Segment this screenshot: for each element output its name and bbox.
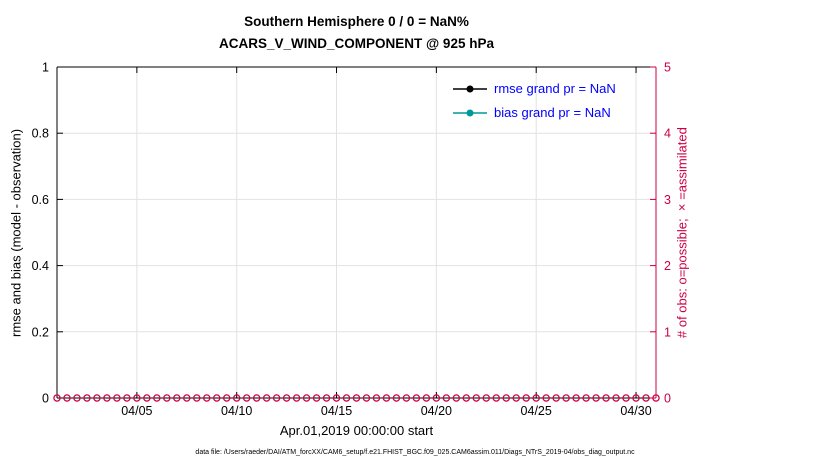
- obs-possible-marker: [372, 394, 381, 402]
- obs-possible-marker: [442, 394, 451, 402]
- legend-label-rmse: rmse grand pr = NaN: [494, 81, 616, 96]
- y-tick-label-right: 3: [664, 193, 671, 207]
- obs-possible-marker: [93, 394, 101, 402]
- obs-possible-marker: [482, 394, 491, 402]
- obs-possible-marker: [402, 394, 411, 402]
- obs-possible-marker: [462, 394, 471, 402]
- obs-possible-marker: [412, 394, 421, 402]
- obs-possible-marker: [143, 394, 151, 402]
- obs-possible-marker: [562, 394, 570, 402]
- obs-possible-marker: [113, 394, 121, 402]
- obs-possible-marker: [592, 394, 600, 402]
- plot-title-line1: Southern Hemisphere 0 / 0 = NaN%: [244, 14, 469, 29]
- x-tick-label: 04/05: [121, 404, 152, 418]
- y-tick-label-left: 0.6: [32, 193, 49, 207]
- obs-possible-marker: [452, 394, 461, 402]
- obs-possible-marker: [602, 394, 610, 402]
- obs-possible-marker: [542, 394, 550, 402]
- obs-possible-marker: [492, 394, 501, 402]
- x-tick-label: 04/20: [421, 404, 452, 418]
- obs-possible-marker: [532, 394, 540, 402]
- y-tick-label-left: 0.8: [32, 127, 49, 141]
- rmse-line-marker-icon: [453, 85, 487, 92]
- obs-possible-marker: [83, 394, 91, 402]
- obs-possible-marker: [352, 394, 361, 402]
- x-tick-label: 04/10: [221, 404, 252, 418]
- obs-possible-marker: [312, 394, 321, 402]
- legend-label-bias: bias grand pr = NaN: [494, 105, 611, 120]
- y-tick-label-left: 0: [42, 392, 49, 406]
- obs-possible-marker: [432, 394, 441, 402]
- y-tick-label-left: 1: [42, 61, 49, 75]
- obs-possible-marker: [292, 394, 301, 402]
- y-tick-label-left: 0.4: [32, 259, 49, 273]
- obs-possible-marker: [502, 394, 510, 402]
- obs-possible-marker: [53, 394, 61, 402]
- obs-possible-marker: [202, 394, 211, 402]
- obs-possible-marker: [632, 394, 640, 402]
- y-tick-label-right: 4: [664, 127, 671, 141]
- obs-possible-marker: [552, 394, 560, 402]
- obs-possible-marker: [153, 394, 161, 402]
- y-tick-label-right: 0: [664, 392, 671, 406]
- obs-possible-marker: [622, 394, 630, 402]
- y-tick-label-right: 2: [664, 259, 671, 273]
- obs-possible-marker: [512, 394, 520, 402]
- obs-possible-marker: [652, 394, 660, 402]
- obs-possible-marker: [382, 394, 391, 402]
- obs-possible-marker: [422, 394, 431, 402]
- obs-possible-marker: [252, 394, 261, 402]
- obs-possible-marker: [582, 394, 590, 402]
- x-axis-label: Apr.01,2019 00:00:00 start: [279, 423, 434, 438]
- data-file-caption: data file: /Users/raeder/DAI/ATM_forcXX/…: [195, 449, 635, 456]
- obs-possible-marker: [642, 394, 650, 402]
- obs-possible-marker: [342, 394, 351, 402]
- legend: rmse grand pr = NaN bias grand pr = NaN: [452, 78, 616, 123]
- obs-possible-marker: [322, 394, 331, 402]
- obs-possible-marker: [262, 394, 271, 402]
- legend-item-rmse: rmse grand pr = NaN: [452, 78, 616, 99]
- obs-possible-marker: [103, 394, 111, 402]
- x-tick-label: 04/15: [321, 404, 352, 418]
- bias-line-marker-icon: [453, 109, 487, 116]
- obs-possible-marker: [572, 394, 580, 402]
- plot-title-line2: ACARS_V_WIND_COMPONENT @ 925 hPa: [219, 36, 494, 51]
- obs-possible-marker: [163, 394, 171, 402]
- obs-possible-marker: [612, 394, 620, 402]
- obs-possible-marker: [232, 394, 241, 402]
- y-tick-label-right: 5: [664, 61, 671, 75]
- x-tick-label: 04/25: [521, 404, 552, 418]
- obs-possible-marker: [63, 394, 71, 402]
- obs-possible-marker: [332, 394, 341, 402]
- obs-possible-marker: [123, 394, 131, 402]
- y-tick-label-left: 0.2: [32, 325, 49, 339]
- obs-possible-marker: [173, 394, 181, 402]
- obs-possible-marker: [272, 394, 281, 402]
- obs-possible-marker: [222, 394, 231, 402]
- obs-possible-marker: [133, 394, 141, 402]
- obs-possible-marker: [183, 394, 191, 402]
- obs-possible-marker: [522, 394, 530, 402]
- obs-possible-marker: [362, 394, 371, 402]
- obs-possible-marker: [73, 394, 81, 402]
- obs-possible-marker: [193, 394, 201, 402]
- y-tick-label-right: 1: [664, 325, 671, 339]
- obs-possible-marker: [472, 394, 481, 402]
- obs-possible-marker: [392, 394, 401, 402]
- x-tick-label: 04/30: [620, 404, 651, 418]
- obs-possible-marker: [302, 394, 311, 402]
- obs-possible-marker: [242, 394, 251, 402]
- obs-possible-marker: [212, 394, 221, 402]
- obs-possible-marker: [282, 394, 291, 402]
- legend-item-bias: bias grand pr = NaN: [452, 102, 616, 123]
